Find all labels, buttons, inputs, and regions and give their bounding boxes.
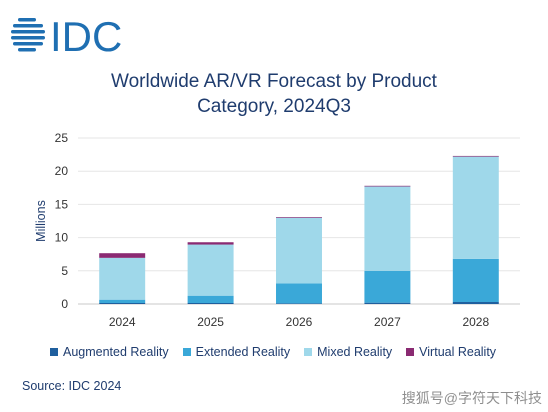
bar-segment-virtual-reality [276,217,322,218]
bar-segment-virtual-reality [99,253,146,258]
bar-segment-extended-reality [364,270,411,303]
bar-segment-extended-reality [276,283,322,304]
bar-segment-virtual-reality [364,185,411,187]
legend-item: Mixed Reality [304,345,392,359]
x-tick-label: 2027 [374,315,401,329]
legend-swatch [304,348,313,356]
watermark: 搜狐号@字符天下科技 [401,390,542,406]
legend-swatch [406,348,415,356]
chart-title-line-1: Worldwide AR/VR Forecast by Product [111,71,437,92]
chart-legend: Augmented Reality Extended Reality Mixed R… [50,343,496,361]
bar-segment-virtual-reality [452,155,499,157]
bar-segment-augmented-reality [364,302,411,304]
legend-label: Virtual Reality [419,345,497,359]
legend-label: Augmented Reality [63,345,169,359]
x-tick-label: 2024 [109,315,136,329]
bar-segment-extended-reality [187,295,234,304]
legend-item: Virtual Reality [406,345,496,359]
y-tick-label: 20 [55,164,69,178]
bar-segment-augmented-reality [452,302,499,304]
logo-text: IDC [50,13,122,56]
legend-label: Extended Reality [195,345,291,359]
bar-segment-augmented-reality [276,303,322,304]
bar-segment-mixed-reality [276,217,322,284]
bar-segment-augmented-reality [99,303,146,304]
bar-segment-extended-reality [99,299,146,304]
source-note: Source: IDC 2024 [22,379,122,393]
legend-swatch [50,348,58,356]
x-tick-label: 2028 [462,315,489,329]
y-tick-label: 10 [55,231,69,245]
legend-label: Mixed Reality [317,345,393,359]
y-axis-label: Millions [34,200,48,242]
y-tick-label: 5 [61,264,68,278]
y-tick-label: 0 [61,297,68,311]
chart-title-line-2: Category, 2024Q3 [197,96,351,117]
bar-segment-mixed-reality [452,156,499,259]
x-tick-label: 2025 [197,315,224,329]
bar-segment-extended-reality [452,258,499,303]
bar-segment-virtual-reality [187,242,234,245]
idc-logo: IDC [11,13,122,56]
bar-segment-mixed-reality [99,257,146,300]
y-tick-label: 25 [55,131,69,145]
x-tick-label: 2026 [286,315,313,329]
bar-segment-mixed-reality [187,244,234,296]
legend-item: Extended Reality [182,345,291,359]
y-tick-label: 15 [55,197,69,211]
legend-swatch [182,348,191,356]
legend-item: Augmented Reality [50,345,169,359]
globe-icon [11,18,45,52]
bar-segment-augmented-reality [187,303,234,304]
bar-segment-mixed-reality [364,186,411,271]
